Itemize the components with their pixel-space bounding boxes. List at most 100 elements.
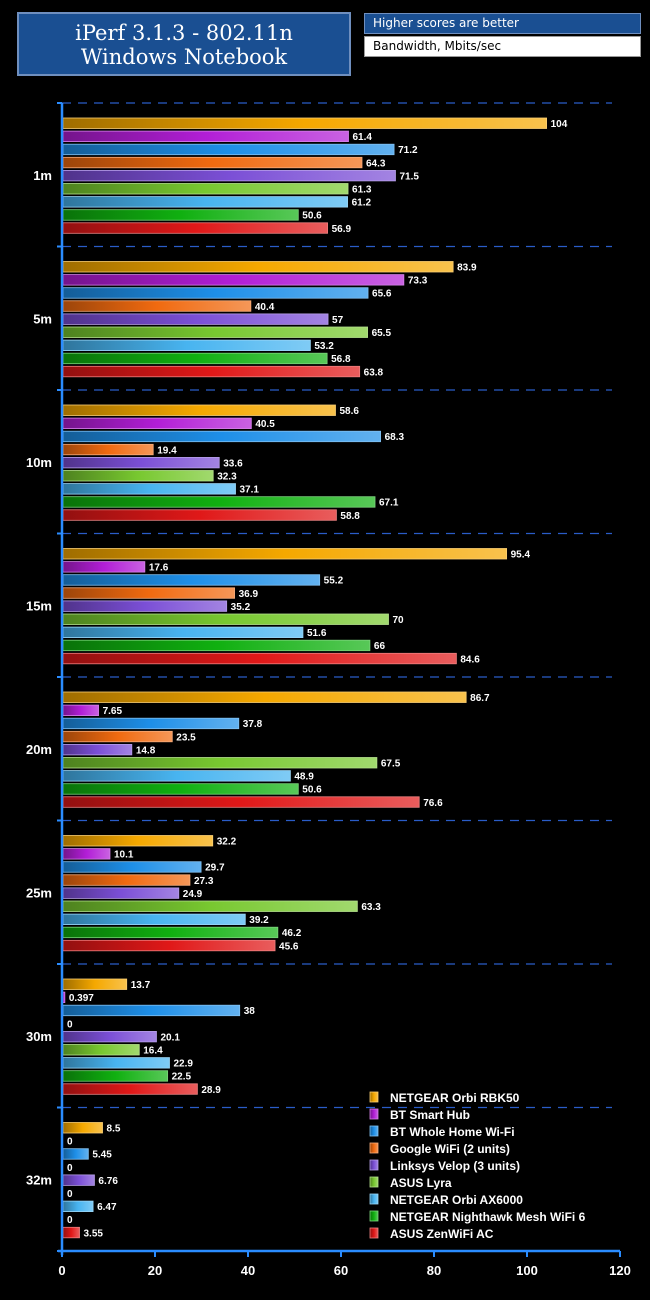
bar [62, 548, 508, 560]
bar [62, 287, 369, 299]
data-label: 22.9 [173, 1059, 193, 1070]
category-label: 5m [33, 311, 52, 326]
data-label: 83.9 [457, 263, 477, 274]
bar [62, 691, 467, 703]
bar [62, 1200, 94, 1212]
data-label: 50.6 [302, 211, 322, 222]
legend-label: NETGEAR Orbi AX6000 [390, 1193, 523, 1207]
data-label: 68.3 [385, 432, 405, 443]
bar [62, 626, 304, 638]
data-label: 6.47 [97, 1202, 117, 1213]
data-label: 6.76 [98, 1176, 118, 1187]
units-label: Bandwidth, Mbits/sec [364, 36, 641, 57]
bar [62, 704, 99, 716]
bar [62, 456, 220, 469]
bar [62, 757, 378, 769]
bar [62, 1004, 241, 1017]
data-label: 37.1 [240, 485, 260, 496]
bar [62, 169, 396, 182]
category-label: 25m [26, 885, 52, 900]
category-label: 1m [33, 168, 52, 183]
data-label: 67.1 [379, 498, 399, 509]
data-label: 0 [67, 1163, 73, 1174]
bar [62, 978, 128, 990]
legend-label: Google WiFi (2 units) [390, 1142, 510, 1156]
data-label: 58.6 [339, 406, 359, 417]
bar [62, 835, 214, 847]
x-tick-label: 60 [334, 1263, 348, 1278]
legend-label: NETGEAR Nighthawk Mesh WiFi 6 [390, 1210, 586, 1224]
chart-title-box: iPerf 3.1.3 - 802.11n Windows Notebook [17, 12, 351, 76]
x-tick-label: 20 [148, 1263, 162, 1278]
data-label: 48.9 [294, 772, 314, 783]
bar [62, 1083, 198, 1095]
data-label: 32.2 [217, 837, 237, 848]
legend-label: BT Smart Hub [390, 1108, 470, 1122]
category-label: 32m [26, 1172, 52, 1187]
data-label: 61.2 [352, 198, 372, 209]
bar [62, 1031, 157, 1043]
data-label: 64.3 [366, 158, 386, 169]
category-label: 20m [26, 742, 52, 757]
bar [62, 496, 376, 508]
legend-label: ASUS ZenWiFi AC [390, 1227, 494, 1241]
data-label: 57 [332, 315, 344, 326]
bar [62, 196, 348, 208]
bar [62, 796, 420, 808]
bar [62, 1174, 95, 1186]
data-label: 14.8 [136, 745, 156, 756]
bar [62, 183, 349, 195]
bar [62, 744, 133, 756]
chart-title-line1: iPerf 3.1.3 - 802.11n [75, 21, 293, 45]
legend-swatch [369, 1159, 379, 1171]
bar [62, 926, 279, 939]
data-label: 5.45 [92, 1150, 112, 1161]
legend-label: ASUS Lyra [390, 1176, 452, 1190]
bar [62, 913, 246, 925]
data-label: 84.6 [460, 654, 480, 665]
chart-title-line2: Windows Notebook [80, 45, 288, 69]
bar [62, 130, 349, 143]
legend-swatch [369, 1210, 379, 1222]
data-label: 19.4 [157, 445, 177, 456]
bar [62, 483, 236, 495]
category-label: 30m [26, 1029, 52, 1044]
bar [62, 209, 299, 221]
data-label: 24.9 [183, 889, 203, 900]
bar [62, 417, 252, 430]
data-label: 39.2 [249, 915, 269, 926]
legend-swatch [369, 1193, 379, 1205]
data-label: 71.2 [398, 145, 418, 156]
data-label: 65.6 [372, 289, 392, 300]
bar [62, 587, 235, 599]
data-label: 3.55 [84, 1228, 104, 1239]
bar [62, 770, 291, 782]
legend-swatch [369, 1176, 379, 1188]
data-label: 0.397 [69, 993, 94, 1004]
data-label: 56.8 [331, 354, 351, 365]
data-label: 37.8 [243, 719, 263, 730]
data-label: 104 [551, 119, 568, 130]
data-label: 61.4 [353, 132, 373, 143]
data-label: 29.7 [205, 863, 225, 874]
data-label: 40.5 [255, 419, 275, 430]
bar [62, 339, 311, 352]
x-tick-label: 80 [427, 1263, 441, 1278]
data-label: 22.5 [172, 1072, 192, 1083]
bar [62, 300, 252, 312]
data-label: 51.6 [307, 628, 327, 639]
bar [62, 939, 276, 952]
bar [62, 274, 405, 286]
legend-swatch [369, 1125, 379, 1137]
bar [62, 1148, 89, 1160]
bar [62, 222, 328, 234]
data-label: 7.65 [103, 706, 123, 717]
bar [62, 652, 457, 665]
data-label: 13.7 [131, 980, 151, 991]
bar [62, 730, 173, 743]
data-label: 0 [67, 1189, 73, 1200]
bar [62, 470, 214, 482]
data-label: 20.1 [160, 1032, 180, 1043]
bar [62, 143, 395, 156]
